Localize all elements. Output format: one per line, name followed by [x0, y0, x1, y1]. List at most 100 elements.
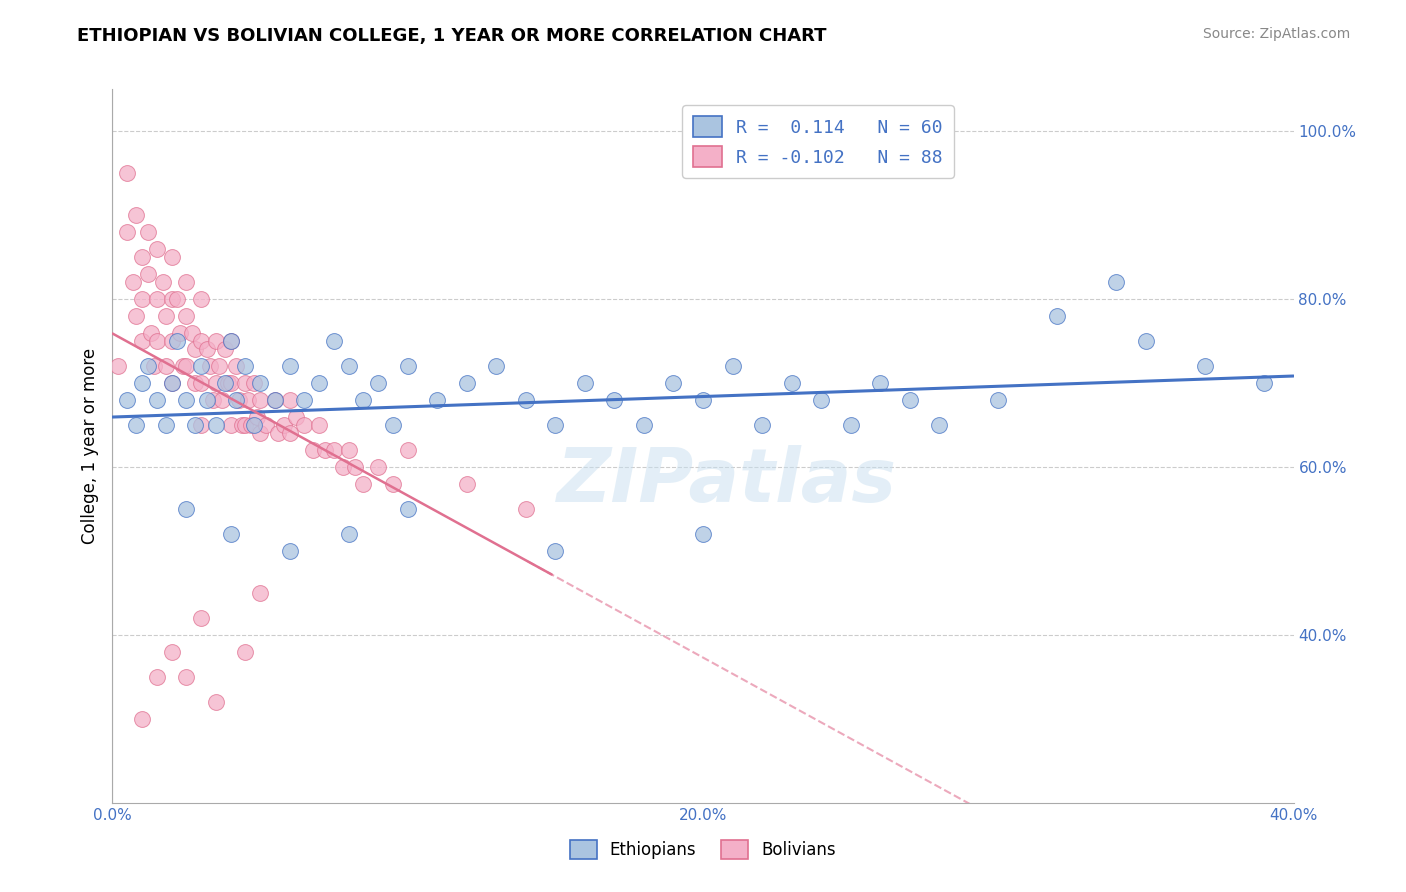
Point: [160, 292, 183, 306]
Point: [174, 392, 197, 407]
Point: [136, 225, 159, 239]
Point: [278, 392, 301, 407]
Point: [249, 586, 271, 600]
Point: [278, 426, 301, 441]
Point: [692, 392, 714, 407]
Point: [211, 392, 233, 407]
Point: [485, 359, 508, 374]
Point: [308, 417, 330, 432]
Point: [898, 392, 921, 407]
Point: [544, 544, 567, 558]
Point: [219, 527, 242, 541]
Point: [254, 417, 277, 432]
Point: [810, 392, 832, 407]
Point: [219, 417, 242, 432]
Point: [264, 392, 287, 407]
Point: [233, 376, 256, 390]
Point: [136, 359, 159, 374]
Point: [131, 334, 153, 348]
Point: [692, 527, 714, 541]
Point: [337, 443, 360, 458]
Point: [231, 417, 253, 432]
Point: [1046, 309, 1069, 323]
Point: [190, 417, 212, 432]
Point: [323, 334, 346, 348]
Point: [382, 476, 405, 491]
Point: [169, 326, 191, 340]
Point: [292, 417, 315, 432]
Point: [125, 208, 148, 222]
Point: [367, 376, 389, 390]
Point: [146, 242, 169, 256]
Point: [246, 409, 269, 424]
Point: [172, 359, 194, 374]
Point: [278, 544, 301, 558]
Point: [117, 225, 138, 239]
Point: [515, 392, 537, 407]
Point: [308, 376, 330, 390]
Point: [166, 334, 188, 348]
Point: [125, 417, 148, 432]
Point: [337, 359, 360, 374]
Point: [174, 359, 197, 374]
Point: [751, 417, 773, 432]
Legend: Ethiopians, Bolivians: Ethiopians, Bolivians: [564, 833, 842, 866]
Point: [190, 292, 212, 306]
Point: [264, 392, 287, 407]
Point: [343, 460, 366, 475]
Point: [243, 417, 266, 432]
Point: [136, 267, 159, 281]
Point: [107, 359, 129, 374]
Point: [198, 359, 221, 374]
Point: [219, 334, 242, 348]
Point: [166, 292, 188, 306]
Point: [195, 343, 218, 357]
Point: [869, 376, 891, 390]
Point: [219, 376, 242, 390]
Point: [160, 645, 183, 659]
Point: [515, 502, 537, 516]
Point: [574, 376, 596, 390]
Point: [332, 460, 354, 475]
Point: [125, 309, 148, 323]
Point: [238, 392, 260, 407]
Point: [249, 426, 271, 441]
Point: [233, 417, 256, 432]
Point: [217, 376, 239, 390]
Point: [928, 417, 950, 432]
Point: [160, 376, 183, 390]
Point: [662, 376, 685, 390]
Point: [233, 645, 256, 659]
Point: [233, 359, 256, 374]
Point: [225, 359, 247, 374]
Text: ZIPatlas: ZIPatlas: [557, 445, 897, 518]
Point: [1253, 376, 1275, 390]
Point: [839, 417, 862, 432]
Point: [1135, 334, 1157, 348]
Point: [174, 502, 197, 516]
Point: [240, 417, 263, 432]
Point: [721, 359, 744, 374]
Point: [1105, 275, 1128, 289]
Point: [142, 359, 165, 374]
Point: [456, 376, 478, 390]
Point: [117, 392, 138, 407]
Point: [284, 409, 307, 424]
Point: [155, 417, 177, 432]
Point: [249, 392, 271, 407]
Point: [302, 443, 325, 458]
Point: [152, 275, 174, 289]
Point: [205, 695, 228, 709]
Point: [1194, 359, 1216, 374]
Point: [337, 527, 360, 541]
Point: [323, 443, 346, 458]
Point: [131, 376, 153, 390]
Point: [225, 392, 247, 407]
Point: [190, 359, 212, 374]
Point: [181, 326, 204, 340]
Point: [396, 443, 419, 458]
Text: Source: ZipAtlas.com: Source: ZipAtlas.com: [1202, 27, 1350, 41]
Point: [174, 309, 197, 323]
Y-axis label: College, 1 year or more: College, 1 year or more: [80, 348, 98, 544]
Point: [352, 392, 374, 407]
